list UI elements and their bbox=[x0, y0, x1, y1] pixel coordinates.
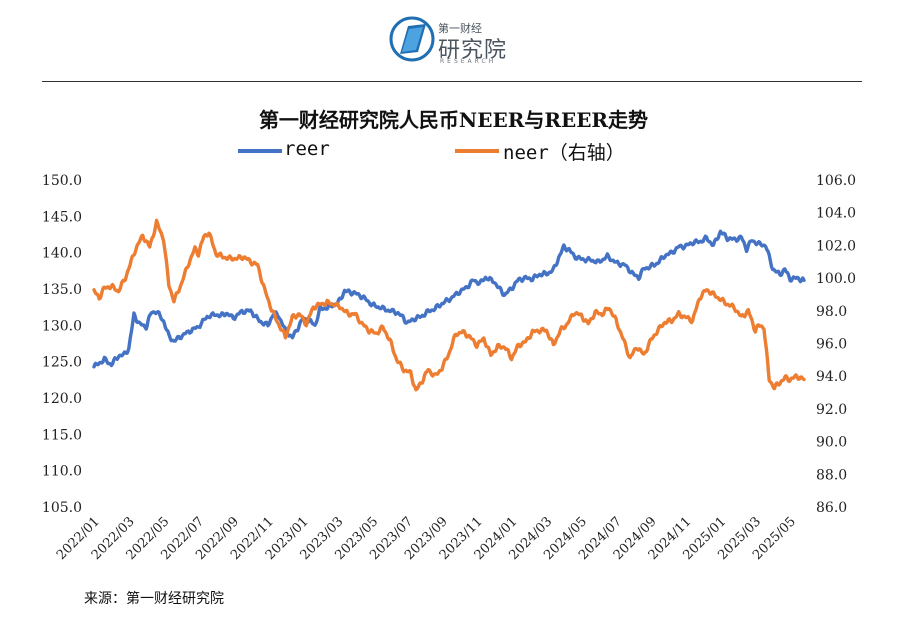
y-right-tick-label: 88.0 bbox=[816, 467, 847, 483]
series-line-reer bbox=[92, 229, 806, 369]
y-right-tick-label: 98.0 bbox=[816, 304, 847, 320]
plot-area bbox=[92, 218, 806, 392]
x-axis: 2022/012022/032022/052022/072022/092022/… bbox=[54, 514, 799, 563]
y-right-tick-label: 86.0 bbox=[816, 500, 847, 516]
y-right-tick-label: 106.0 bbox=[816, 173, 856, 189]
y-right-tick-label: 102.0 bbox=[816, 238, 856, 254]
y-axis-right: 86.0 88.0 90.0 92.0 94.0 96.0 98.0 100.0 102.0 10… bbox=[816, 173, 856, 516]
y-left-tick-label: 140.0 bbox=[42, 246, 82, 262]
y-left-tick-label: 135.0 bbox=[42, 282, 82, 298]
y-right-tick-label: 90.0 bbox=[816, 435, 847, 451]
y-right-tick-label: 100.0 bbox=[816, 271, 856, 287]
logo-big-text: 研究院 bbox=[438, 38, 508, 63]
logo-emblem-icon bbox=[389, 16, 435, 62]
y-right-tick-label: 92.0 bbox=[816, 402, 847, 418]
y-left-tick-label: 120.0 bbox=[42, 391, 82, 407]
y-left-tick-label: 115.0 bbox=[42, 427, 82, 443]
legend-swatch-reer bbox=[238, 149, 282, 153]
y-left-tick-label: 125.0 bbox=[42, 355, 82, 371]
logo-small-text: 第一财经 bbox=[438, 22, 482, 35]
y-left-tick-label: 130.0 bbox=[42, 318, 82, 334]
y-right-tick-label: 94.0 bbox=[816, 369, 847, 385]
legend-label-reer: reer bbox=[284, 138, 330, 160]
series-line-neer bbox=[92, 218, 806, 392]
y-left-tick-label: 145.0 bbox=[42, 209, 82, 225]
legend-label-neer: neer（右轴） bbox=[503, 142, 625, 164]
source-note: 来源：第一财经研究院 bbox=[84, 591, 224, 607]
legend-item-reer: reer bbox=[238, 138, 358, 164]
logo-sub-text: RESEARCH bbox=[440, 58, 497, 65]
y-left-tick-label: 150.0 bbox=[42, 173, 82, 189]
y-left-tick-label: 105.0 bbox=[42, 500, 82, 516]
y-right-tick-label: 104.0 bbox=[816, 206, 856, 222]
research-institute-logo: 第一财经 研究院 RESEARCH bbox=[388, 14, 518, 70]
y-axis-left: 105.0 110.0 115.0 120.0 125.0 130.0 135.0 140.0… bbox=[42, 173, 82, 516]
legend-swatch-neer bbox=[455, 149, 499, 153]
header-divider bbox=[42, 81, 862, 82]
y-left-tick-label: 110.0 bbox=[42, 464, 82, 480]
chart-title: 第一财经研究院人民币NEER与REER走势 bbox=[258, 108, 649, 132]
legend-item-neer: neer（右轴） bbox=[455, 138, 675, 164]
y-right-tick-label: 96.0 bbox=[816, 337, 847, 353]
